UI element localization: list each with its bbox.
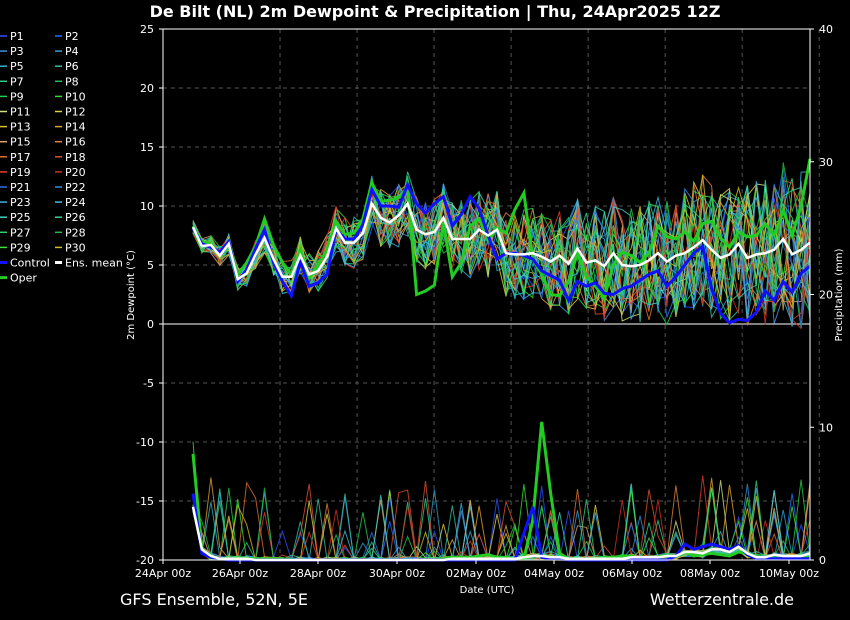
legend-label-p20: P20 bbox=[65, 166, 86, 179]
legend-label-p25: P25 bbox=[10, 211, 31, 224]
member-dewpoint-p28 bbox=[192, 162, 811, 312]
legend-label-oper: Oper bbox=[10, 272, 37, 285]
y-tick-label: -15 bbox=[136, 495, 154, 508]
legend-label-p7: P7 bbox=[10, 75, 24, 88]
y2-tick-label: 30 bbox=[819, 156, 833, 169]
footer-model-info: GFS Ensemble, 52N, 5E bbox=[120, 590, 308, 609]
legend-label-p19: P19 bbox=[10, 166, 31, 179]
y-tick-label: 20 bbox=[140, 82, 154, 95]
x-tick-label: 02May 00z bbox=[446, 567, 506, 580]
legend-label-control: Control bbox=[10, 257, 50, 270]
y-tick-label: 0 bbox=[147, 318, 154, 331]
y2-tick-label: 10 bbox=[819, 421, 833, 434]
y-tick-label: 25 bbox=[140, 23, 154, 36]
legend-label-p12: P12 bbox=[65, 106, 86, 119]
legend-label-p18: P18 bbox=[65, 151, 86, 164]
y-tick-label: 10 bbox=[140, 200, 154, 213]
y-tick-label: -5 bbox=[143, 377, 154, 390]
x-tick-label: 28Apr 00z bbox=[290, 567, 347, 580]
legend-label-p11: P11 bbox=[10, 106, 31, 119]
x-tick-label: 30Apr 00z bbox=[369, 567, 426, 580]
y-axis-label: 2m Dewpoint (°C) bbox=[126, 250, 137, 340]
legend-label-p4: P4 bbox=[65, 45, 79, 58]
y2-tick-label: 20 bbox=[819, 289, 833, 302]
x-tick-label: 04May 00z bbox=[524, 567, 584, 580]
legend-label-p13: P13 bbox=[10, 121, 31, 134]
y2-tick-label: 0 bbox=[819, 554, 826, 567]
legend-label-p26: P26 bbox=[65, 211, 86, 224]
x-tick-label: 24Apr 00z bbox=[135, 567, 192, 580]
axes: 25 20 15 10 5 0 -5 -10 -15 -20 40 30 20 10 0 24Apr 00z 2… bbox=[135, 23, 833, 580]
x-tick-label: 08May 00z bbox=[680, 567, 740, 580]
y2-axis-label: Precipitation (mm) bbox=[834, 248, 845, 341]
legend-label-p9: P9 bbox=[10, 90, 24, 103]
y2-tick-label: 40 bbox=[819, 23, 833, 36]
legend-label-ens-mean: Ens. mean bbox=[65, 257, 123, 270]
legend-label-p24: P24 bbox=[65, 196, 86, 209]
legend: P1 P2 P3 P4 P5 P6 P7 P8 P9 P10 P11 P12 P13 P14 P15 P16 P… bbox=[0, 30, 123, 285]
legend-label-p16: P16 bbox=[65, 136, 86, 149]
legend-label-p29: P29 bbox=[10, 241, 31, 254]
legend-label-p5: P5 bbox=[10, 60, 24, 73]
x-tick-label: 26Apr 00z bbox=[212, 567, 269, 580]
legend-label-p22: P22 bbox=[65, 181, 86, 194]
legend-label-p8: P8 bbox=[65, 75, 79, 88]
x-axis-label: Date (UTC) bbox=[460, 585, 515, 596]
control-dewpoint-line bbox=[191, 181, 811, 325]
legend-label-p1: P1 bbox=[10, 30, 24, 43]
y-tick-label: 5 bbox=[147, 259, 154, 272]
y-tick-label: 15 bbox=[140, 141, 154, 154]
chart-title: De Bilt (NL) 2m Dewpoint & Precipitation… bbox=[150, 2, 721, 22]
legend-label-p10: P10 bbox=[65, 90, 86, 103]
x-tick-label: 06May 00z bbox=[602, 567, 662, 580]
oper-dewpoint-line bbox=[191, 158, 812, 302]
footer-source: Wetterzentrale.de bbox=[650, 590, 794, 609]
ens-mean-dewpoint-line bbox=[191, 200, 811, 282]
legend-label-p17: P17 bbox=[10, 151, 31, 164]
legend-label-p27: P27 bbox=[10, 226, 31, 239]
legend-label-p14: P14 bbox=[65, 121, 86, 134]
legend-label-p28: P28 bbox=[65, 226, 86, 239]
legend-label-p3: P3 bbox=[10, 45, 24, 58]
legend-label-p15: P15 bbox=[10, 136, 31, 149]
y-tick-label: -10 bbox=[136, 436, 154, 449]
y-tick-label: -20 bbox=[136, 554, 154, 567]
legend-label-p2: P2 bbox=[65, 30, 79, 43]
legend-label-p21: P21 bbox=[10, 181, 31, 194]
legend-label-p23: P23 bbox=[10, 196, 31, 209]
legend-label-p30: P30 bbox=[65, 241, 86, 254]
legend-label-p6: P6 bbox=[65, 60, 79, 73]
x-tick-label: 10May 00z bbox=[759, 567, 819, 580]
